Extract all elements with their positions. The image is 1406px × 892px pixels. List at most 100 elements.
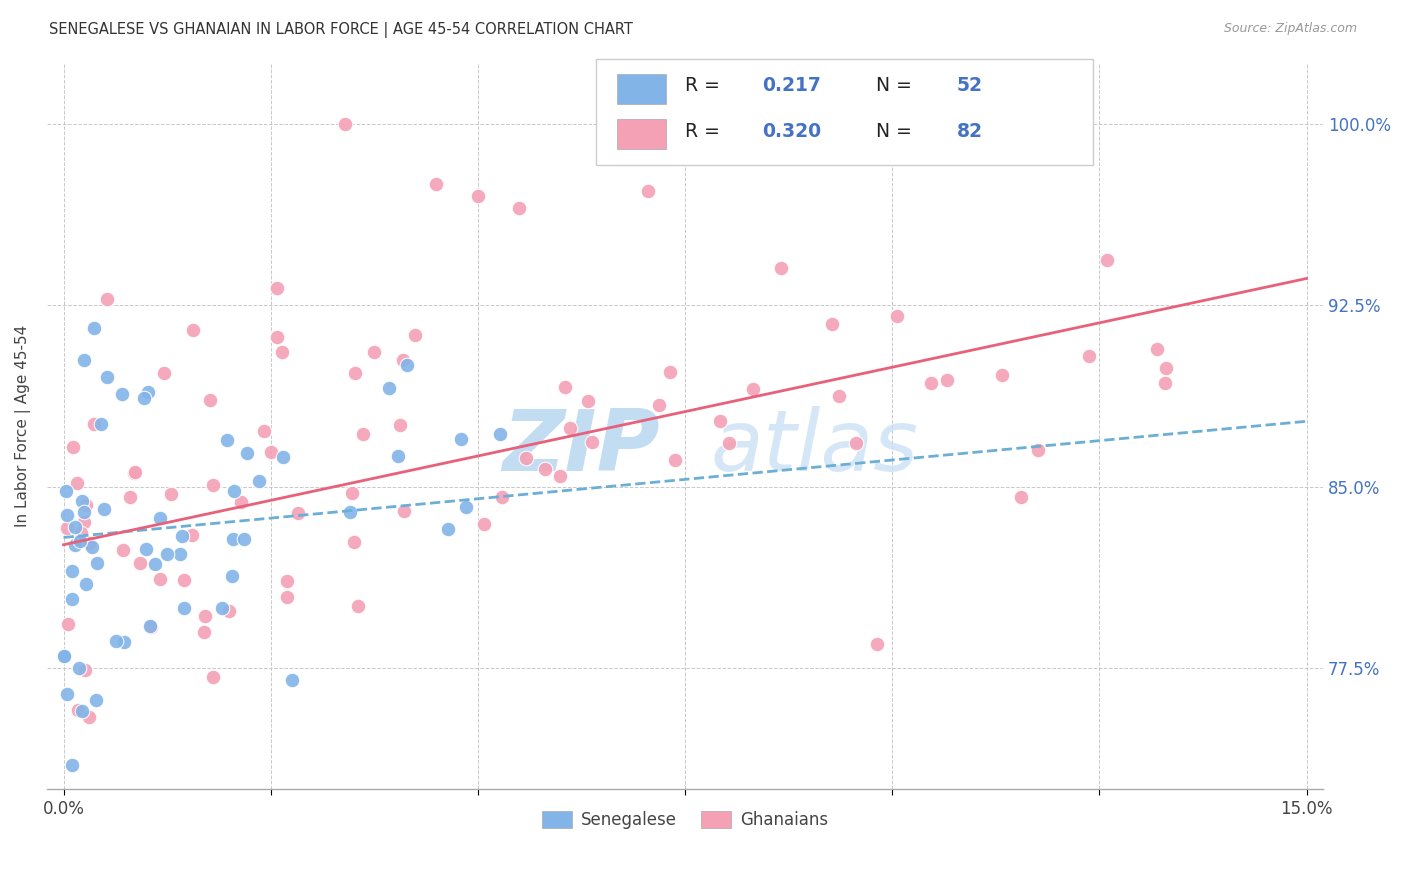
Point <box>160 487 183 501</box>
Text: 0.217: 0.217 <box>762 76 821 95</box>
Point <box>515 451 537 466</box>
Point <box>273 450 295 464</box>
Text: atlas: atlas <box>710 407 918 490</box>
Point <box>55 484 77 499</box>
Point <box>281 673 304 687</box>
Point <box>266 330 288 344</box>
Point <box>533 462 555 476</box>
Point <box>132 391 155 405</box>
Y-axis label: In Labor Force | Age 45-54: In Labor Force | Age 45-54 <box>15 325 31 527</box>
Point <box>581 434 603 449</box>
Point <box>180 528 202 542</box>
Point <box>489 427 512 442</box>
Point <box>742 382 765 396</box>
Point <box>508 201 530 215</box>
Point <box>90 417 112 432</box>
Point <box>1010 490 1032 504</box>
Point <box>1095 253 1118 268</box>
Bar <box>617 119 666 149</box>
Text: SENEGALESE VS GHANAIAN IN LABOR FORCE | AGE 45-54 CORRELATION CHART: SENEGALESE VS GHANAIAN IN LABOR FORCE | … <box>49 22 633 38</box>
Point <box>1154 361 1177 376</box>
Point <box>56 520 79 534</box>
Point <box>73 352 96 367</box>
Point <box>80 540 103 554</box>
Point <box>396 358 419 372</box>
Point <box>70 493 93 508</box>
Point <box>378 381 401 395</box>
Point <box>388 417 411 432</box>
Point <box>65 538 87 552</box>
Text: 0.320: 0.320 <box>762 122 821 141</box>
Point <box>105 634 128 648</box>
Point <box>73 505 96 519</box>
Point <box>467 189 489 203</box>
Point <box>821 317 844 331</box>
Point <box>664 453 686 467</box>
Point <box>149 572 172 586</box>
Point <box>560 420 582 434</box>
Point <box>709 414 731 428</box>
Point <box>247 474 270 488</box>
Point <box>215 433 238 447</box>
Point <box>60 591 83 606</box>
Point <box>990 368 1012 382</box>
Point <box>491 490 513 504</box>
Point <box>93 502 115 516</box>
Point <box>343 366 366 380</box>
Point <box>554 380 576 394</box>
Bar <box>617 74 666 104</box>
Point <box>211 600 233 615</box>
Point <box>143 558 166 572</box>
Point <box>172 528 194 542</box>
FancyBboxPatch shape <box>596 60 1094 165</box>
Point <box>55 687 77 701</box>
Point <box>266 281 288 295</box>
Point <box>1026 443 1049 458</box>
Point <box>648 398 671 412</box>
Point <box>392 504 415 518</box>
Point <box>343 535 366 549</box>
Point <box>66 476 89 491</box>
Point <box>153 367 176 381</box>
Point <box>169 547 191 561</box>
Point <box>75 663 97 677</box>
Point <box>181 323 204 337</box>
Point <box>218 604 240 618</box>
Point <box>86 556 108 570</box>
Text: R =: R = <box>685 122 725 141</box>
Legend: Senegalese, Ghanaians: Senegalese, Ghanaians <box>536 804 835 835</box>
Point <box>63 520 86 534</box>
Point <box>363 345 385 359</box>
Point <box>548 468 571 483</box>
Point <box>138 384 160 399</box>
Text: Source: ZipAtlas.com: Source: ZipAtlas.com <box>1223 22 1357 36</box>
Text: R =: R = <box>685 76 725 95</box>
Point <box>173 573 195 587</box>
Point <box>718 435 741 450</box>
Point <box>149 511 172 525</box>
Point <box>77 536 100 550</box>
Point <box>67 703 90 717</box>
Point <box>202 478 225 492</box>
Point <box>1154 376 1177 390</box>
Point <box>865 637 887 651</box>
Point <box>346 599 368 613</box>
Point <box>96 370 118 384</box>
Text: 82: 82 <box>957 122 983 141</box>
Point <box>83 417 105 431</box>
Point <box>84 693 107 707</box>
Point <box>112 634 135 648</box>
Point <box>77 709 100 723</box>
Point <box>73 515 96 529</box>
Point <box>828 389 851 403</box>
Text: 52: 52 <box>957 76 983 95</box>
Point <box>259 444 281 458</box>
Point <box>69 534 91 549</box>
Point <box>56 616 79 631</box>
Point <box>404 327 426 342</box>
Point <box>72 704 94 718</box>
Point <box>60 758 83 772</box>
Point <box>198 393 221 408</box>
Point <box>96 292 118 306</box>
Point <box>845 436 868 450</box>
